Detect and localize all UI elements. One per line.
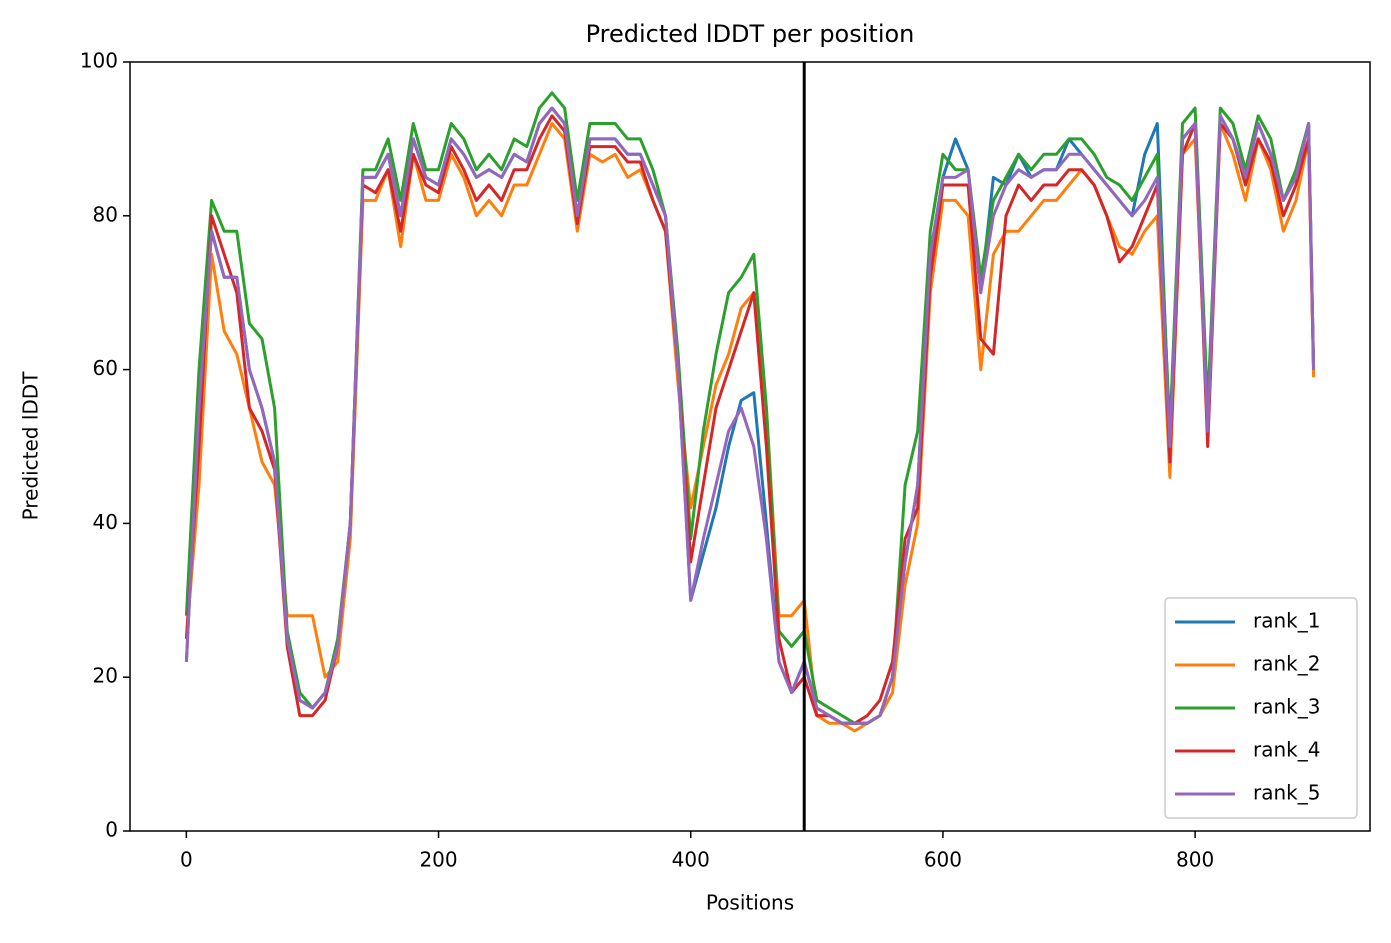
x-tick-label: 200 [419, 848, 457, 872]
y-tick-label: 0 [105, 818, 118, 842]
y-tick-label: 80 [93, 202, 118, 226]
line-series [184, 91, 1316, 725]
x-axis-label: Positions [706, 891, 794, 915]
legend-label: rank_3 [1253, 695, 1320, 719]
y-tick-label: 20 [93, 664, 118, 688]
y-axis-label: Predicted lDDT [19, 371, 43, 521]
y-tick-label: 100 [80, 49, 118, 73]
x-tick-label: 600 [924, 848, 962, 872]
legend-label: rank_5 [1253, 781, 1320, 805]
legend-box [1164, 597, 1358, 819]
line-series [184, 106, 1316, 725]
legend-label: rank_4 [1253, 738, 1320, 762]
y-tick-label: 60 [93, 356, 118, 380]
x-tick-label: 800 [1176, 848, 1214, 872]
legend-label: rank_2 [1253, 652, 1320, 676]
x-tick-label: 400 [672, 848, 710, 872]
x-tick-label: 0 [180, 848, 193, 872]
y-tick-label: 40 [93, 510, 118, 534]
legend-label: rank_1 [1253, 609, 1320, 633]
plot-frame [129, 61, 1371, 832]
line-series [184, 114, 1316, 725]
chart-title: Predicted lDDT per position [586, 20, 915, 48]
